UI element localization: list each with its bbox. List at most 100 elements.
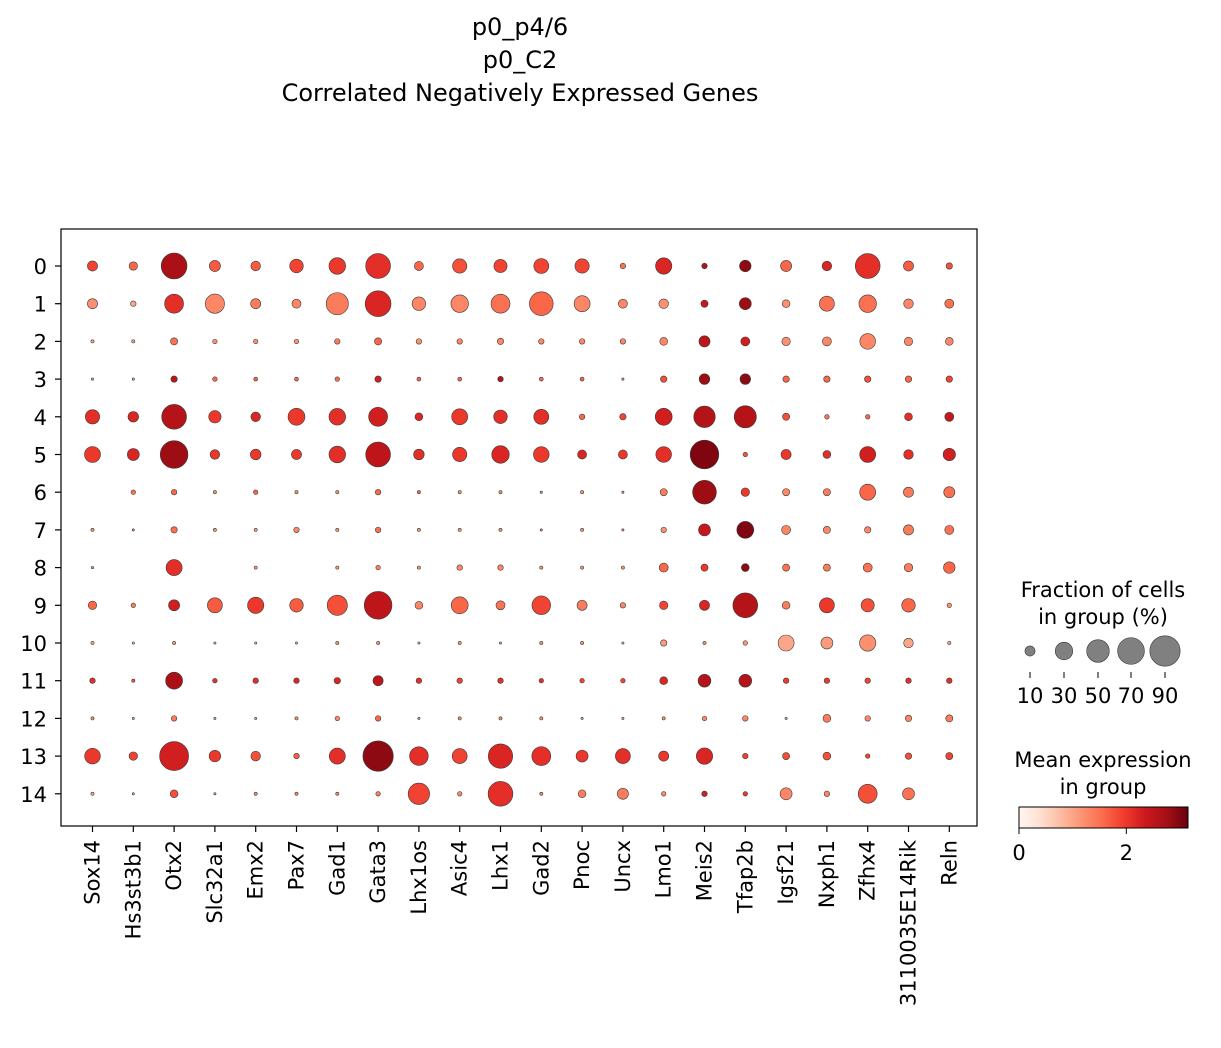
dot-Gad2-group-10 [539, 641, 544, 645]
dot-Tfap2b-group-5 [742, 451, 748, 458]
dot-Reln-group-5 [942, 448, 956, 461]
size-legend-label: 70 [1118, 684, 1145, 708]
dot-Emx2-group-1 [250, 298, 262, 310]
dot-Tfap2b-group-10 [742, 640, 748, 646]
dot-Slc32a1-group-5 [209, 449, 220, 460]
dot-Asic4-group-1 [450, 294, 469, 313]
x-tick-label: Gad1 [325, 840, 349, 896]
dot-Nxph1-group-3 [823, 375, 831, 383]
dot-Zfhx4-group-6 [859, 483, 877, 501]
y-tick-label: 3 [34, 368, 47, 392]
x-tick-label: Pnoc [570, 840, 594, 890]
dot-Nxph1-group-12 [822, 714, 832, 723]
dot-Meis2-group-9 [699, 599, 710, 611]
size-legend-label: 30 [1051, 684, 1078, 708]
dot-Lhx1-group-2 [496, 337, 504, 345]
dot-3110035E14Rik-group-1 [903, 298, 914, 309]
dot-Sox14-group-8 [91, 566, 94, 570]
dot-Igsf21-group-8 [782, 563, 790, 572]
dot-3110035E14Rik-group-10 [903, 637, 914, 649]
dot-Uncx-group-10 [621, 641, 625, 645]
dot-Otx2-group-4 [161, 404, 187, 430]
dot-Sox14-group-10 [90, 641, 95, 645]
dot-Zfhx4-group-7 [864, 526, 872, 534]
dot-Gad1-group-0 [328, 257, 346, 275]
dot-3110035E14Rik-group-13 [904, 752, 912, 760]
size-legend-dot-10 [1024, 645, 1036, 657]
dot-Gad1-group-3 [334, 376, 340, 382]
dot-Sox14-group-1 [87, 298, 98, 310]
dot-Emx2-group-9 [247, 596, 265, 614]
dot-Lhx1os-group-8 [416, 565, 421, 570]
dot-Gad2-group-8 [539, 565, 544, 570]
dot-3110035E14Rik-group-8 [903, 563, 914, 573]
y-tick-label: 7 [34, 519, 47, 543]
dot-Asic4-group-2 [456, 338, 463, 345]
dot-Asic4-group-9 [450, 596, 469, 615]
y-tick-label: 8 [34, 557, 47, 581]
dot-Pnoc-group-13 [575, 749, 589, 763]
dot-Pnoc-group-14 [577, 789, 587, 799]
dot-3110035E14Rik-group-3 [904, 375, 912, 383]
dot-Emx2-group-5 [250, 448, 262, 461]
dot-Igsf21-group-12 [784, 716, 788, 720]
dot-Tfap2b-group-7 [736, 521, 755, 539]
dot-Reln-group-13 [945, 752, 954, 760]
dot-Lhx1os-group-1 [411, 296, 426, 311]
dot-Gad2-group-13 [531, 746, 552, 766]
dot-Gad2-group-5 [533, 446, 550, 463]
dot-Lhx1os-group-2 [415, 338, 422, 345]
dot-Zfhx4-group-0 [855, 253, 881, 279]
dot-Lhx1os-group-6 [416, 490, 421, 495]
dot-Igsf21-group-4 [782, 412, 790, 421]
dot-Tfap2b-group-12 [742, 715, 749, 722]
title-line-3: Correlated Negatively Expressed Genes [282, 79, 759, 107]
dot-Otx2-group-14 [169, 789, 179, 799]
x-tick-label: Lhx1 [489, 840, 513, 891]
dot-Meis2-group-0 [701, 262, 708, 270]
dot-Pnoc-group-9 [576, 599, 588, 611]
dot-Zfhx4-group-4 [865, 414, 871, 420]
dot-Otx2-group-11 [165, 671, 183, 690]
size-legend-label: 50 [1085, 684, 1112, 708]
dot-Pax7-group-0 [289, 258, 304, 274]
dot-Meis2-group-5 [689, 439, 720, 470]
dot-Asic4-group-6 [457, 490, 462, 495]
dot-Lhx1os-group-3 [416, 376, 422, 382]
dot-Meis2-group-10 [702, 641, 707, 645]
dot-Gad2-group-4 [533, 408, 550, 425]
dot-Pax7-group-3 [294, 376, 299, 382]
dot-Lmo1-group-1 [658, 298, 669, 309]
dot-Uncx-group-12 [621, 716, 625, 720]
x-tick-label: 3110035E14Rik [897, 839, 921, 1006]
dot-Tfap2b-group-0 [739, 259, 752, 273]
dot-Reln-group-11 [946, 677, 953, 684]
dot-Lhx1os-group-4 [414, 412, 424, 422]
dot-Gata3-group-2 [374, 337, 382, 346]
dot-Lhx1-group-4 [493, 409, 508, 424]
dot-Lhx1os-group-12 [417, 716, 421, 720]
dot-Lhx1-group-11 [497, 677, 504, 684]
dot-Uncx-group-0 [619, 262, 626, 270]
dot-Sox14-group-7 [90, 528, 95, 532]
dot-Nxph1-group-9 [819, 597, 835, 614]
dot-Lhx1os-group-14 [407, 782, 430, 805]
dot-Meis2-group-4 [693, 405, 716, 428]
dot-Otx2-group-2 [170, 337, 178, 346]
dot-Igsf21-group-5 [780, 449, 792, 460]
dot-Pnoc-group-2 [579, 338, 586, 345]
size-legend-dot-90 [1149, 635, 1181, 667]
dot-Lhx1-group-10 [499, 641, 502, 645]
dot-Sox14-group-2 [90, 339, 95, 344]
dot-Pnoc-group-3 [579, 376, 585, 382]
dot-Tfap2b-group-14 [742, 791, 748, 797]
dot-Asic4-group-12 [457, 716, 462, 721]
dot-Sox14-group-9 [87, 600, 98, 610]
dot-Gad2-group-6 [539, 490, 543, 494]
dot-Pnoc-group-10 [580, 641, 585, 645]
dot-Otx2-group-1 [164, 293, 184, 314]
y-tick-label: 6 [34, 481, 47, 505]
dot-Igsf21-group-6 [782, 488, 790, 497]
dot-Emx2-group-3 [253, 376, 258, 382]
